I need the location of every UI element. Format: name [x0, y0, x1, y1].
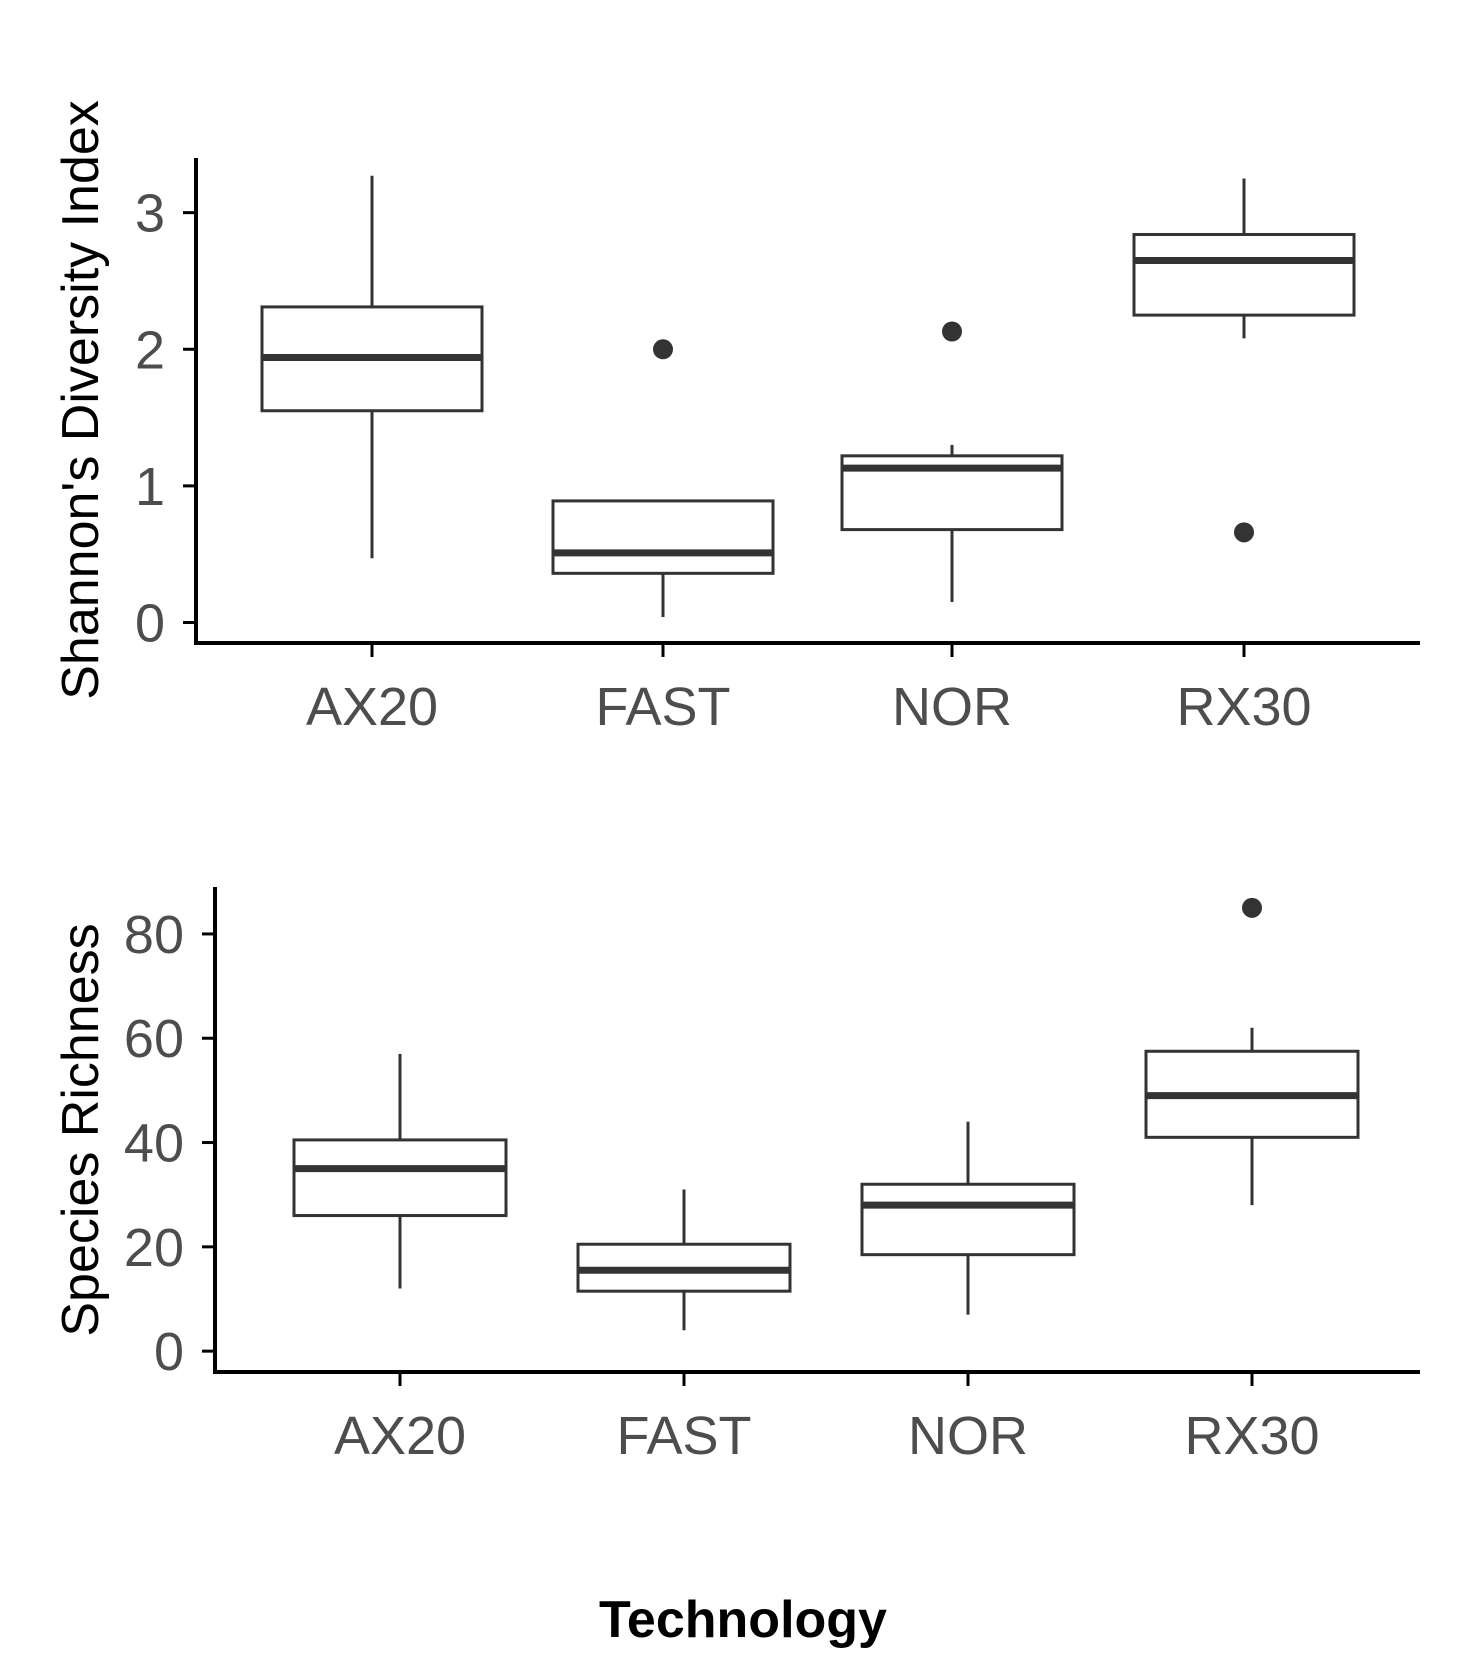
boxplot-rx30 [1132, 178, 1356, 543]
outlier-point [942, 321, 962, 342]
shannon-panel: 0 1 2 3 AX20 FAST NOR RX30 Shannon's Diversity I… [52, 100, 1420, 737]
boxplot-nor [860, 1121, 1076, 1315]
y-tick-label: 0 [154, 1322, 184, 1382]
y-tick-label: 3 [135, 184, 165, 244]
outlier-point [1242, 897, 1262, 918]
boxplot-rx30 [1144, 897, 1360, 1206]
outlier-point [1234, 522, 1254, 543]
boxplot-nor [840, 321, 1064, 603]
boxplot-fast [551, 339, 775, 618]
iqr-box [551, 499, 775, 575]
x-tick-label: FAST [616, 1406, 751, 1466]
y-tick-label: 2 [135, 320, 165, 380]
y-tick-label: 0 [135, 594, 165, 654]
iqr-box [292, 1138, 508, 1218]
richness-panel: 0 20 40 60 80 AX20 FAST NOR RX30 Species Richness [52, 887, 1420, 1466]
x-tick-label: RX30 [1176, 677, 1311, 737]
y-tick-label: 80 [124, 905, 184, 965]
y-axis-title: Species Richness [52, 923, 110, 1336]
iqr-box [1132, 233, 1356, 317]
x-tick-label: FAST [595, 677, 730, 737]
iqr-box [860, 1182, 1076, 1257]
x-axis-title: Technology [599, 1591, 887, 1649]
y-tick-label: 40 [124, 1114, 184, 1174]
x-tick-label: NOR [908, 1406, 1028, 1466]
x-tick-label: AX20 [306, 677, 438, 737]
boxplot-ax20 [260, 175, 484, 559]
y-axis-title: Shannon's Diversity Index [52, 100, 110, 700]
y-tick-label: 20 [124, 1218, 184, 1278]
x-tick-label: AX20 [334, 1406, 466, 1466]
outlier-point [653, 339, 673, 360]
x-tick-label: NOR [892, 677, 1012, 737]
boxplot-ax20 [292, 1053, 508, 1289]
x-tick-label: RX30 [1184, 1406, 1319, 1466]
y-tick-label: 1 [135, 457, 165, 517]
y-tick-label: 60 [124, 1009, 184, 1069]
boxplot-fast [576, 1189, 792, 1331]
